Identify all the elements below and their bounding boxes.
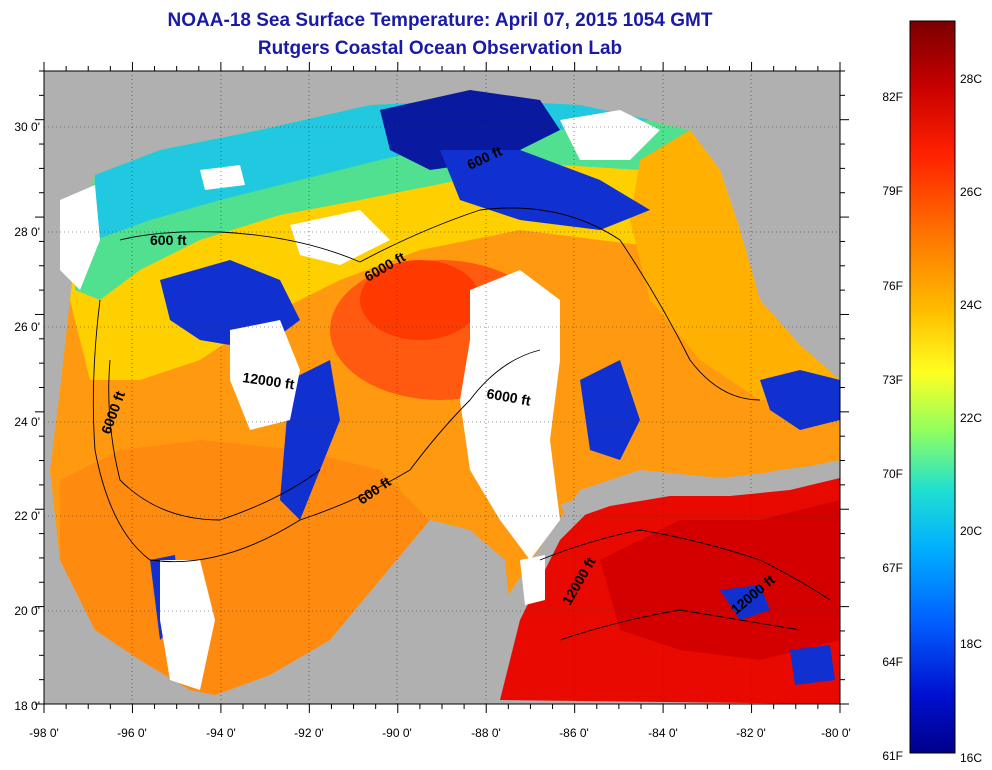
contour-label: 600 ft (150, 232, 187, 248)
colorbar-f-label: 82F (882, 90, 903, 104)
map-subtitle: Rutgers Coastal Ocean Observation Lab (257, 38, 623, 59)
colorbar-f-label: 70F (882, 467, 903, 481)
lon-tick-label: -84 0' (648, 726, 678, 740)
map-title: NOAA-18 Sea Surface Temperature: April 0… (167, 10, 713, 31)
lat-tick-label: 26 0' (14, 320, 40, 334)
colorbar-c-label: 28C (960, 72, 982, 86)
colorbar-f-label: 79F (882, 184, 903, 198)
colorbar-c-label: 18C (960, 637, 982, 651)
colorbar-f-label: 61F (882, 749, 903, 763)
bathymetry-contours (92, 207, 831, 641)
lat-tick-label: 22 0' (14, 509, 40, 523)
temperature-colorbar: 82F 79F 76F 73F 70F 67F 64F 61F 28C 26C … (882, 20, 982, 765)
colorbar-gradient (909, 20, 956, 754)
lat-tick-label: 30 0' (14, 120, 40, 134)
colorbar-fahrenheit-labels: 82F 79F 76F 73F 70F 67F 64F 61F (882, 90, 903, 763)
lon-tick-label: -92 0' (294, 726, 324, 740)
lon-tick-label: -88 0' (471, 726, 501, 740)
contour-label: 6000 ft (485, 385, 532, 409)
caribbean-hot (600, 500, 840, 660)
florida-peninsula (760, 71, 840, 360)
colorbar-f-label: 67F (882, 561, 903, 575)
lat-tick-label: 28 0' (14, 225, 40, 239)
cloud-cover (60, 110, 660, 690)
graticule-grid (44, 71, 840, 704)
colorbar-celsius-labels: 28C 26C 24C 22C 20C 18C 16C (960, 72, 982, 765)
lat-tick-label: 20 0' (14, 604, 40, 618)
colorbar-f-label: 76F (882, 279, 903, 293)
west-florida-shelf (630, 130, 840, 400)
y-axis-labels: 18 0' 20 0' 22 0' 24 0' 26 0' 28 0' 30 0… (14, 120, 40, 713)
x-axis-labels: -98 0' -96 0' -94 0' -92 0' -90 0' -88 0… (29, 726, 851, 740)
lon-tick-label: -90 0' (382, 726, 412, 740)
lat-tick-label: 24 0' (14, 415, 40, 429)
lon-tick-label: -96 0' (117, 726, 147, 740)
colorbar-c-label: 24C (960, 298, 982, 312)
colorbar-f-label: 64F (882, 655, 903, 669)
axis-ticks (35, 62, 849, 713)
lon-tick-label: -86 0' (559, 726, 589, 740)
colorbar-c-label: 20C (960, 524, 982, 538)
lat-tick-label: 18 0' (14, 699, 40, 713)
colorbar-c-label: 16C (960, 751, 982, 765)
colorbar-f-label: 73F (882, 373, 903, 387)
cuba-island (560, 462, 840, 520)
lon-tick-label: -98 0' (29, 726, 59, 740)
loop-current-hot (360, 260, 480, 340)
contour-label: 12000 ft (242, 369, 296, 392)
lon-tick-label: -82 0' (736, 726, 766, 740)
map-area: 600 ft 600 ft 6000 ft 6000 ft 6000 ft 12… (44, 71, 840, 704)
lon-tick-label: -80 0' (821, 726, 851, 740)
colorbar-c-label: 26C (960, 185, 982, 199)
colorbar-c-label: 22C (960, 411, 982, 425)
yucatan-peninsula (300, 520, 510, 704)
lon-tick-label: -94 0' (206, 726, 236, 740)
